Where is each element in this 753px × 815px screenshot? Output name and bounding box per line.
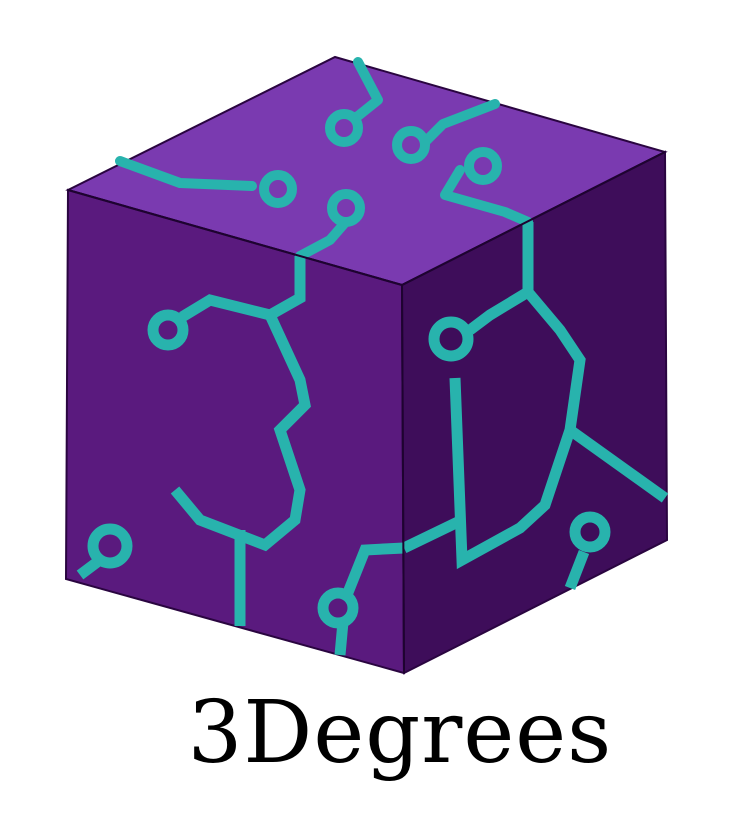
left-face-traces	[76, 256, 405, 656]
right-face-traces	[401, 222, 669, 590]
top-face-traces	[115, 57, 533, 261]
cube-edges	[67, 151, 666, 674]
brand-wordmark: 3Degrees	[187, 683, 613, 783]
